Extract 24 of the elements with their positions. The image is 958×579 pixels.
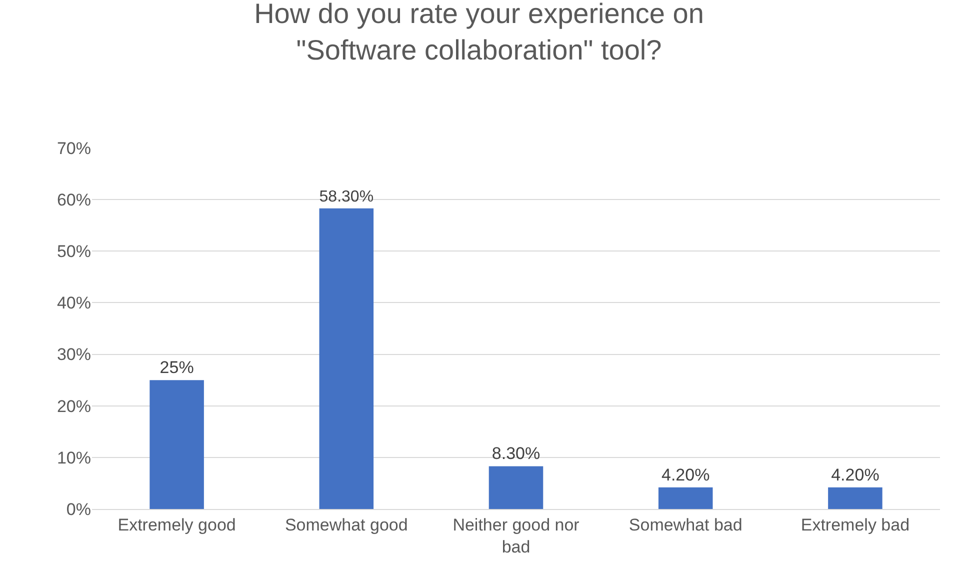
- x-tick-label: Neither good nor bad: [452, 515, 580, 556]
- x-tick-label: Extremely bad: [800, 515, 910, 534]
- y-tick-label: 40%: [56, 294, 91, 313]
- bar: [658, 487, 713, 509]
- x-tick-label: Extremely good: [118, 515, 236, 534]
- data-label: 8.30%: [492, 444, 540, 464]
- data-label: 4.20%: [662, 465, 710, 484]
- y-tick-label: 50%: [56, 242, 91, 262]
- y-tick-label: 70%: [56, 138, 91, 158]
- bar: [150, 380, 204, 509]
- bar: [828, 487, 882, 509]
- y-tick-label: 30%: [56, 345, 91, 364]
- y-tick-label: 20%: [56, 396, 91, 416]
- x-tick-label: Somewhat good: [284, 515, 408, 534]
- bar: [488, 466, 544, 509]
- data-label: 58.30%: [319, 188, 374, 206]
- x-tick-label: Somewhat bad: [628, 515, 742, 534]
- bar: [319, 208, 374, 509]
- y-tick-label: 0%: [66, 500, 91, 519]
- y-tick-label: 10%: [56, 448, 91, 468]
- data-label: 4.20%: [831, 465, 880, 484]
- data-label: 25%: [160, 358, 194, 378]
- y-tick-label: 60%: [56, 190, 91, 210]
- chart-title: How do you rate your experience on "Software collaboration" tool?: [254, 0, 704, 66]
